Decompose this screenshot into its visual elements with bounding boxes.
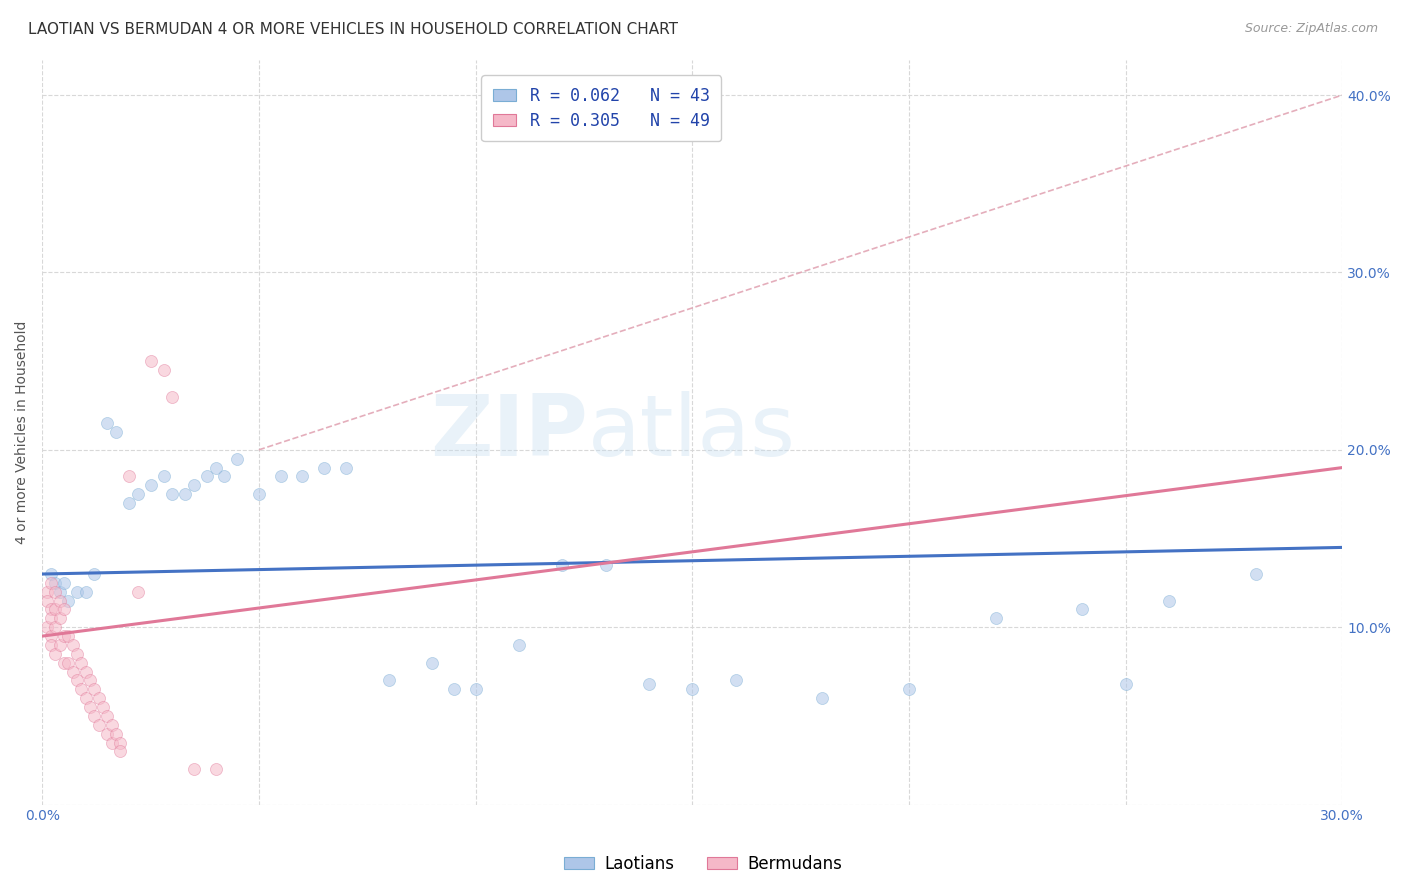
Point [681, 682, 703, 697]
Point [75, 665, 97, 679]
Point [66, 647, 89, 661]
Point [160, 487, 183, 501]
Point [724, 673, 747, 688]
Point [35, 620, 58, 634]
Point [62, 638, 84, 652]
Point [75, 691, 97, 706]
Point [70, 682, 93, 697]
Y-axis label: 4 or more Vehicles in Household: 4 or more Vehicles in Household [15, 320, 30, 544]
Point [270, 469, 292, 483]
Point [226, 451, 249, 466]
Point [174, 487, 197, 501]
Point [62, 665, 84, 679]
Point [44, 620, 66, 634]
Point [52, 629, 75, 643]
Point [195, 469, 218, 483]
Point [811, 691, 834, 706]
Point [1071, 602, 1094, 616]
Point [66, 673, 89, 688]
Point [48, 638, 70, 652]
Point [48, 584, 70, 599]
Point [52, 602, 75, 616]
Point [204, 762, 226, 776]
Point [118, 469, 141, 483]
Point [183, 478, 205, 492]
Point [79, 700, 101, 714]
Point [183, 762, 205, 776]
Point [212, 469, 235, 483]
Point [44, 647, 66, 661]
Point [52, 575, 75, 590]
Point [247, 487, 270, 501]
Point [87, 718, 110, 732]
Point [335, 460, 357, 475]
Text: Source: ZipAtlas.com: Source: ZipAtlas.com [1244, 22, 1378, 36]
Point [83, 567, 105, 582]
Point [139, 354, 162, 368]
Point [75, 584, 97, 599]
Point [39, 567, 62, 582]
Point [58, 656, 80, 670]
Point [44, 575, 66, 590]
Point [44, 602, 66, 616]
Text: LAOTIAN VS BERMUDAN 4 OR MORE VEHICLES IN HOUSEHOLD CORRELATION CHART: LAOTIAN VS BERMUDAN 4 OR MORE VEHICLES I… [28, 22, 678, 37]
Point [79, 673, 101, 688]
Point [66, 584, 89, 599]
Point [83, 709, 105, 723]
Point [58, 593, 80, 607]
Point [291, 469, 314, 483]
Point [96, 709, 118, 723]
Point [204, 460, 226, 475]
Point [443, 682, 465, 697]
Point [108, 744, 131, 758]
Point [378, 673, 401, 688]
Point [984, 611, 1007, 625]
Point [83, 682, 105, 697]
Point [104, 726, 127, 740]
Point [464, 682, 486, 697]
Point [96, 726, 118, 740]
Point [100, 718, 122, 732]
Point [39, 602, 62, 616]
Point [70, 656, 93, 670]
Point [595, 558, 617, 573]
Point [44, 584, 66, 599]
Point [551, 558, 574, 573]
Point [312, 460, 335, 475]
Legend: Laotians, Bermudans: Laotians, Bermudans [557, 848, 849, 880]
Point [39, 638, 62, 652]
Point [127, 487, 149, 501]
Point [35, 584, 58, 599]
Point [1157, 593, 1180, 607]
Point [58, 629, 80, 643]
Point [39, 575, 62, 590]
Point [127, 584, 149, 599]
Point [160, 390, 183, 404]
Point [108, 735, 131, 749]
Point [96, 416, 118, 430]
Point [638, 677, 661, 691]
Text: ZIP: ZIP [430, 391, 588, 474]
Point [118, 496, 141, 510]
Point [39, 611, 62, 625]
Point [420, 656, 443, 670]
Point [87, 691, 110, 706]
Point [1244, 567, 1267, 582]
Point [39, 629, 62, 643]
Point [91, 700, 114, 714]
Point [52, 656, 75, 670]
Point [48, 611, 70, 625]
Point [100, 735, 122, 749]
Text: atlas: atlas [588, 391, 796, 474]
Point [152, 363, 174, 377]
Point [35, 593, 58, 607]
Point [897, 682, 920, 697]
Point [48, 593, 70, 607]
Legend: R = 0.062   N = 43, R = 0.305   N = 49: R = 0.062 N = 43, R = 0.305 N = 49 [481, 76, 721, 142]
Point [104, 425, 127, 439]
Point [152, 469, 174, 483]
Point [508, 638, 530, 652]
Point [1115, 677, 1137, 691]
Point [139, 478, 162, 492]
